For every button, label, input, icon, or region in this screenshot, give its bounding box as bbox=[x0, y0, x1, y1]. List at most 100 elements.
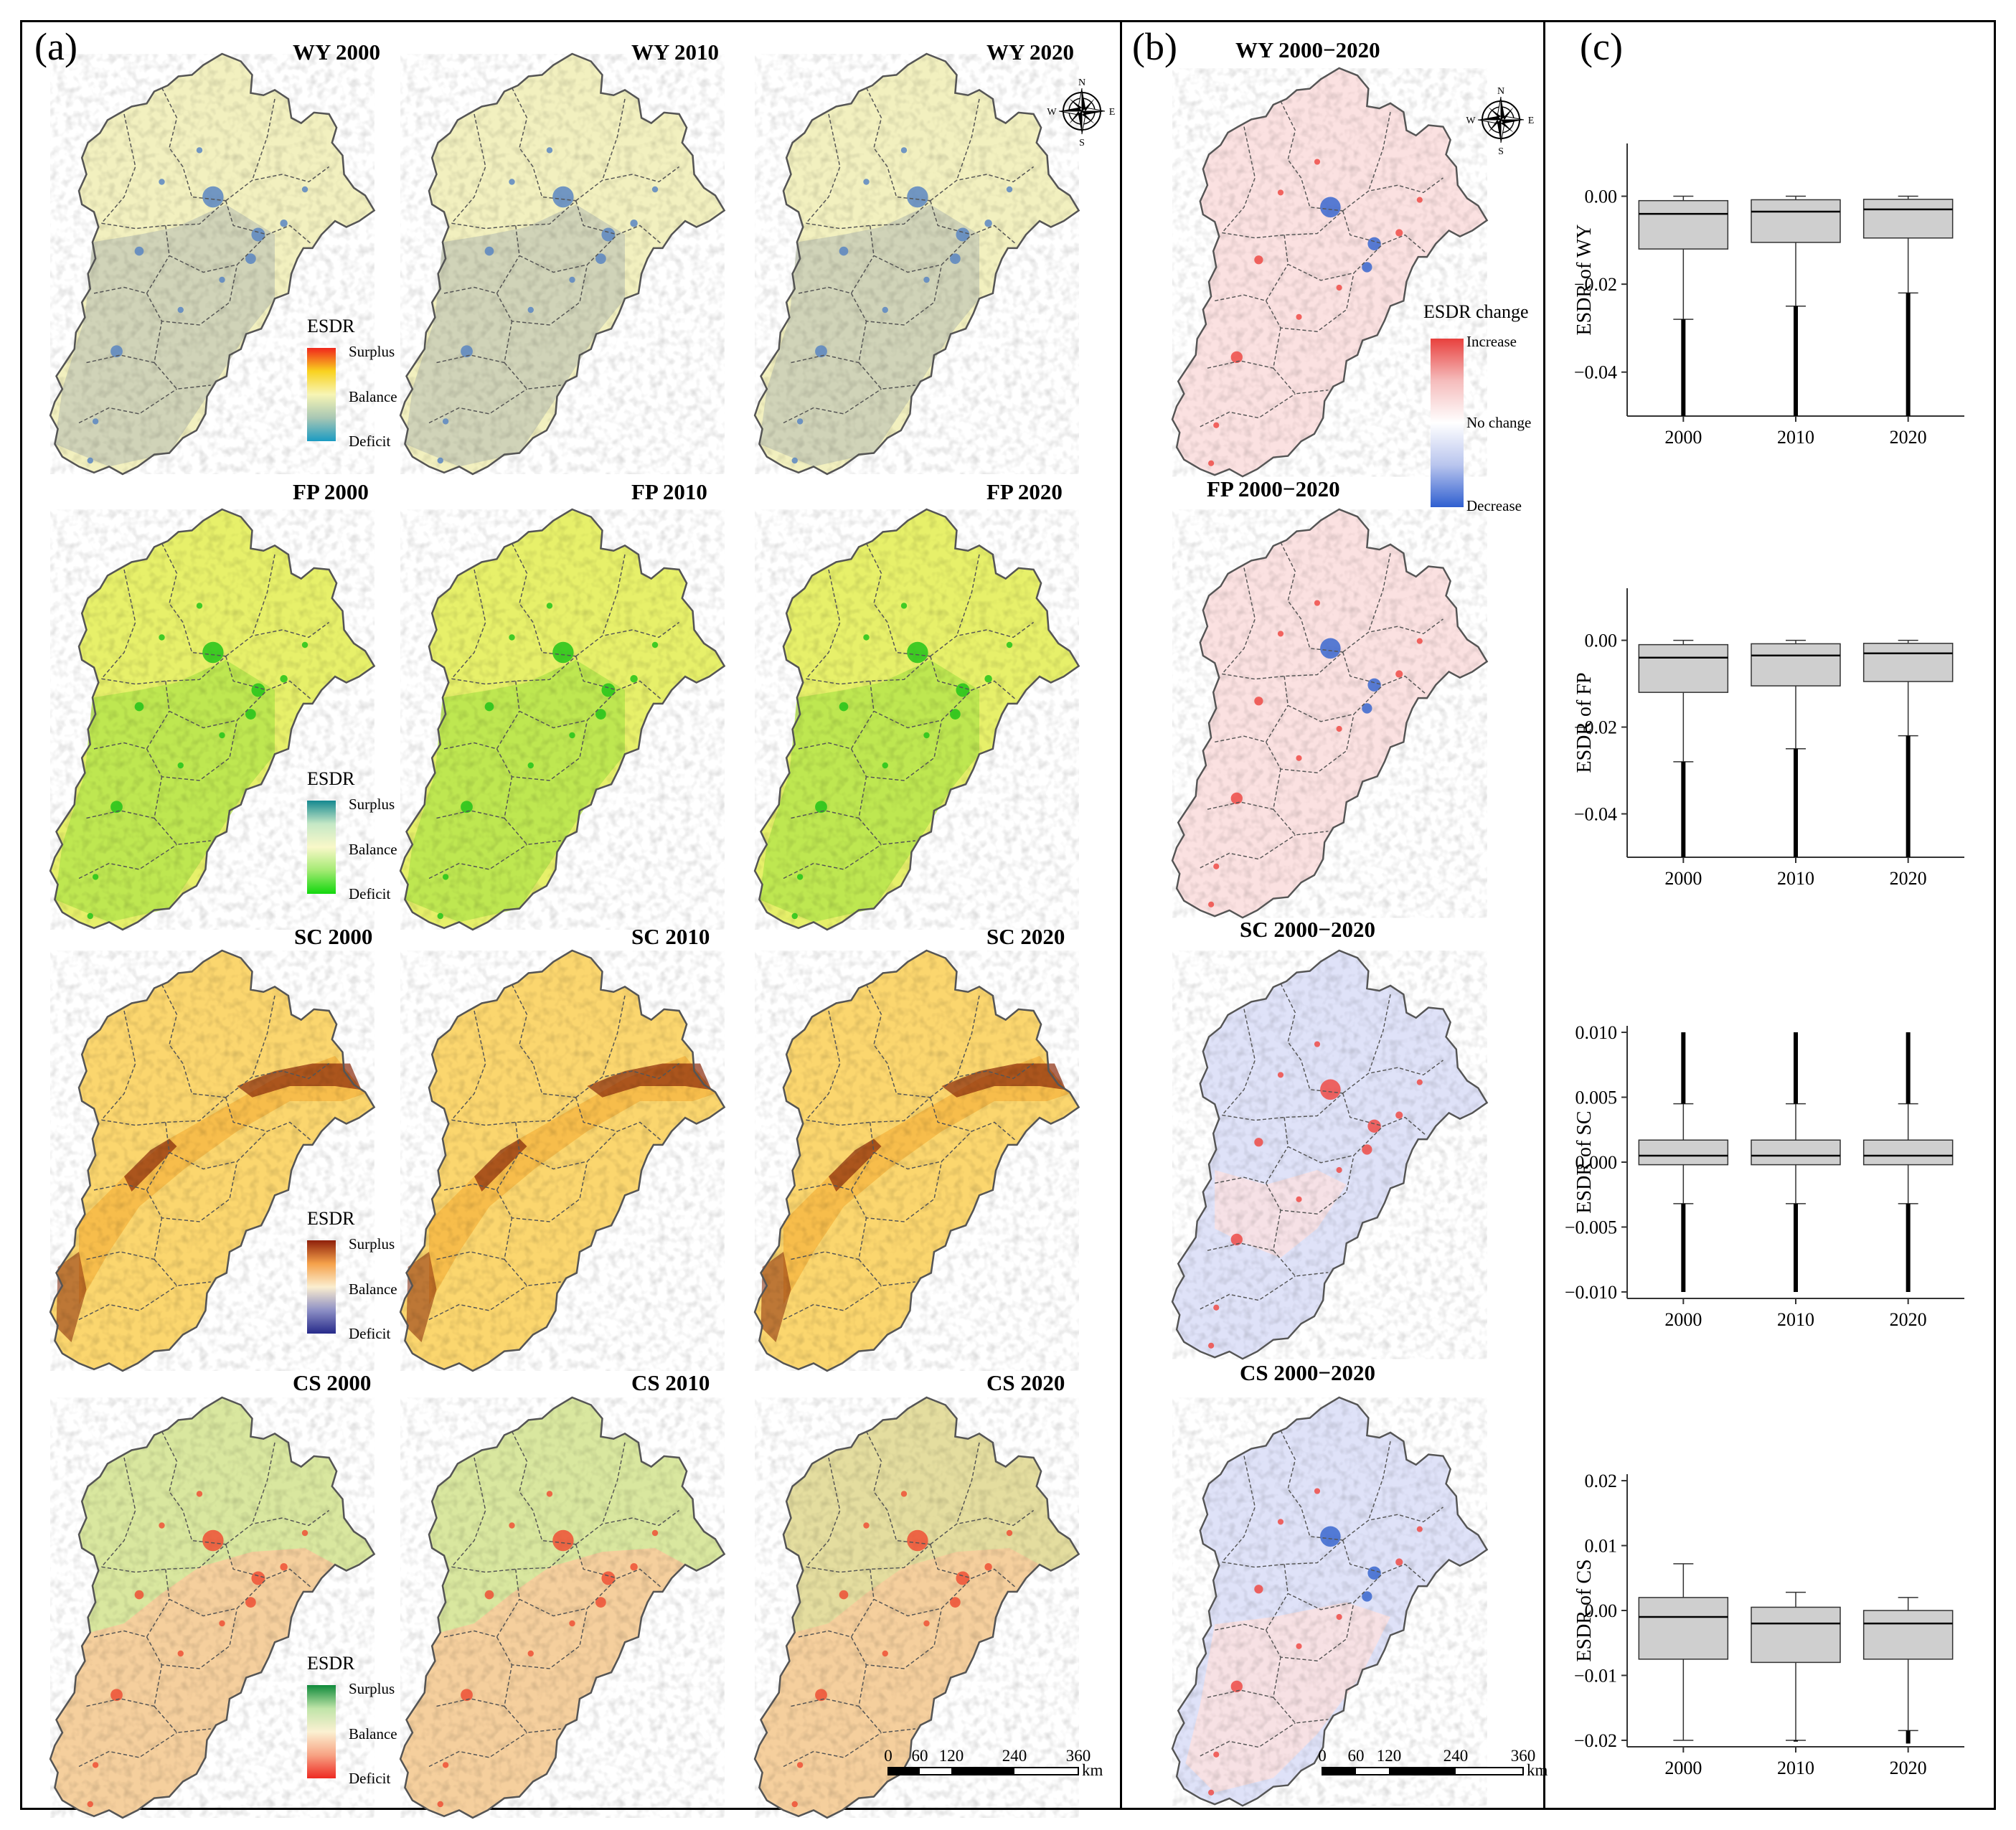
hotspot bbox=[196, 603, 203, 609]
county-boundary bbox=[251, 554, 275, 636]
county-boundary bbox=[443, 711, 520, 750]
hotspot bbox=[1336, 1166, 1342, 1174]
county-boundary bbox=[225, 621, 330, 657]
map-fp-0 bbox=[49, 508, 376, 931]
scale-a-tick-0: 0 bbox=[884, 1747, 892, 1765]
county-boundary bbox=[601, 995, 626, 1077]
region-outline bbox=[399, 52, 726, 476]
county-boundary bbox=[515, 681, 618, 729]
county-boundary bbox=[1207, 768, 1281, 811]
county-boundary bbox=[515, 1122, 618, 1170]
hotspot bbox=[1395, 1111, 1403, 1119]
hotspot bbox=[1006, 1529, 1013, 1537]
region-texture bbox=[50, 509, 375, 930]
hotspot bbox=[1314, 159, 1321, 165]
hotspot bbox=[950, 253, 961, 264]
hotspot bbox=[569, 732, 575, 739]
hotspot bbox=[1367, 1566, 1381, 1580]
hotspot bbox=[1230, 792, 1243, 805]
region-outline bbox=[399, 1396, 726, 1819]
y-tick-label: −0.04 bbox=[1574, 362, 1617, 383]
county-boundary bbox=[850, 1161, 943, 1222]
hotspot bbox=[882, 1650, 888, 1657]
x-tick-label: 2000 bbox=[1664, 427, 1702, 448]
hotspot bbox=[1336, 284, 1342, 291]
county-boundary bbox=[101, 1097, 227, 1126]
panel-c-frame bbox=[1543, 20, 1996, 1810]
county-boundary bbox=[1367, 1441, 1391, 1521]
county-boundary bbox=[251, 995, 275, 1077]
region-texture bbox=[1172, 1397, 1487, 1806]
county-boundary bbox=[1273, 367, 1329, 395]
hotspot bbox=[1230, 1680, 1243, 1693]
hotspot bbox=[984, 1563, 992, 1571]
hotspot bbox=[791, 457, 798, 464]
county-boundary bbox=[93, 1599, 170, 1638]
hotspot bbox=[1208, 1342, 1215, 1349]
y-tick-label: 0.010 bbox=[1575, 1022, 1618, 1043]
compass-a-w: W bbox=[1047, 107, 1057, 118]
hotspot bbox=[1367, 1119, 1381, 1133]
county-boundary bbox=[791, 1664, 867, 1707]
change-title-fp: FP 2000−2020 bbox=[1207, 476, 1340, 501]
hotspot bbox=[442, 1762, 449, 1768]
y-tick-label: 0.02 bbox=[1585, 1471, 1618, 1491]
county-boundary bbox=[451, 1097, 577, 1126]
legend-cs-title: ESDR bbox=[307, 1653, 355, 1674]
x-tick-label: 2020 bbox=[1890, 868, 1927, 889]
map-title-wy-2020: WY 2020 bbox=[986, 39, 1074, 65]
box-iqr bbox=[1751, 1606, 1841, 1664]
county-boundary bbox=[858, 818, 915, 846]
county-boundary bbox=[428, 844, 527, 879]
panel-b-label: (b) bbox=[1132, 25, 1177, 68]
hotspot bbox=[442, 418, 449, 425]
county-boundary bbox=[870, 1569, 973, 1617]
box-iqr bbox=[1638, 1139, 1729, 1166]
hotspot bbox=[251, 1571, 265, 1585]
hotspot bbox=[437, 1801, 443, 1808]
hotspot bbox=[461, 801, 473, 813]
hotspot bbox=[110, 801, 123, 813]
hotspot bbox=[202, 641, 224, 664]
map-change-2 bbox=[1171, 949, 1489, 1360]
hotspot bbox=[984, 220, 992, 227]
hotspot bbox=[651, 1529, 659, 1537]
hotspot bbox=[950, 1597, 961, 1608]
county-boundary bbox=[1200, 834, 1296, 869]
hotspot bbox=[900, 1491, 908, 1497]
y-axis-label: ESDR of WY bbox=[1573, 224, 1596, 335]
county-boundary bbox=[165, 681, 268, 729]
map-title-cs-2000: CS 2000 bbox=[293, 1370, 372, 1395]
map-change-0 bbox=[1171, 67, 1489, 478]
legend-cs-surplus: Surplus bbox=[349, 1680, 395, 1697]
region-outline bbox=[49, 52, 376, 476]
x-tick-label: 2020 bbox=[1890, 1758, 1927, 1778]
hotspot bbox=[437, 912, 443, 920]
region-outline bbox=[753, 949, 1080, 1372]
y-tick-label: 0.000 bbox=[1575, 1152, 1618, 1173]
county-boundary bbox=[1222, 651, 1344, 680]
county-boundary bbox=[1221, 126, 1256, 233]
hotspot bbox=[177, 1650, 184, 1657]
county-boundary bbox=[428, 1732, 527, 1768]
region-outline bbox=[753, 508, 1080, 931]
hotspot bbox=[1416, 638, 1423, 644]
scale-b-tick-120: 120 bbox=[1377, 1747, 1402, 1765]
hotspot bbox=[1416, 1526, 1423, 1532]
county-boundary bbox=[930, 621, 1035, 657]
county-boundary bbox=[1283, 235, 1384, 281]
hotspot bbox=[484, 1590, 494, 1600]
region-outline bbox=[399, 949, 726, 1372]
county-boundary bbox=[100, 1457, 136, 1567]
hotspot bbox=[923, 1620, 930, 1627]
scale-a-tick-240: 240 bbox=[1002, 1747, 1027, 1765]
hotspot bbox=[815, 1689, 827, 1702]
scale-b-tick-240: 240 bbox=[1443, 1747, 1469, 1765]
county-boundary bbox=[806, 656, 931, 685]
county-boundary bbox=[436, 1217, 513, 1260]
scale-b-tick-60: 60 bbox=[1348, 1747, 1365, 1765]
hotspot bbox=[1320, 1079, 1341, 1100]
county-boundary bbox=[451, 1544, 577, 1573]
county-boundary bbox=[251, 1442, 275, 1524]
region-texture bbox=[755, 1397, 1079, 1818]
